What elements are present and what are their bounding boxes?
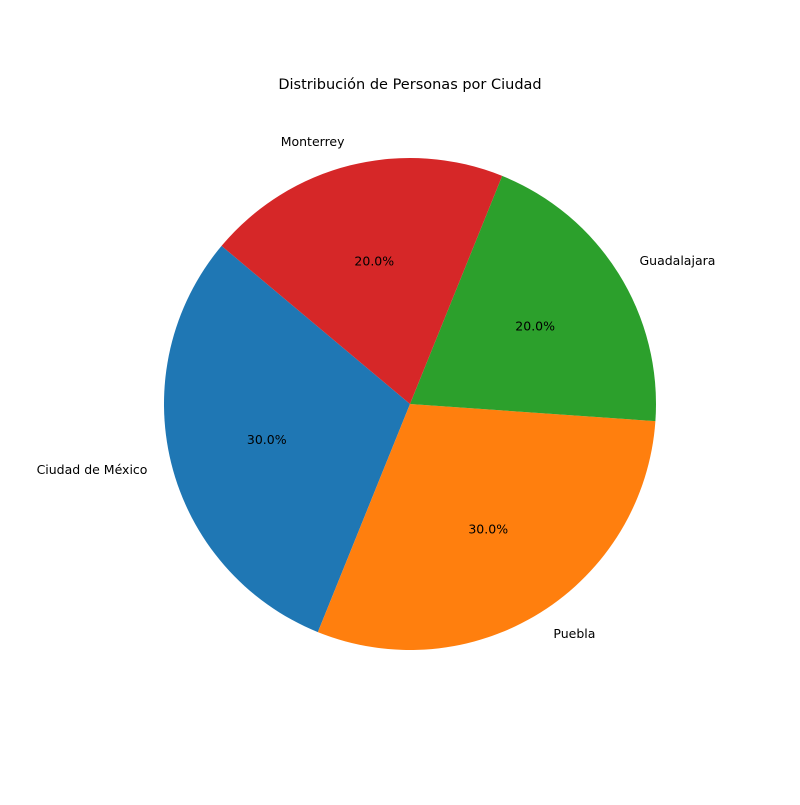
chart-title: Distribución de Personas por Ciudad [278, 77, 541, 93]
slice-percent-label: 30.0% [468, 522, 508, 537]
slice-category-label: Monterrey [281, 134, 345, 149]
pie-slice [410, 175, 656, 422]
slice-category-label: Puebla [553, 626, 595, 641]
pie-slice [317, 404, 656, 651]
slice-percent-label: 20.0% [354, 253, 394, 268]
slice-category-label: Guadalajara [639, 253, 715, 268]
slice-category-label: Ciudad de México [37, 462, 148, 477]
pie-slices [163, 157, 656, 651]
slice-percent-label: 20.0% [515, 318, 555, 333]
slice-percent-label: 30.0% [247, 432, 287, 447]
pie-slice [221, 157, 503, 404]
pie-labels: Ciudad de México 30.0% Puebla 30.0% Guadalaj… [37, 134, 716, 641]
pie-slice [163, 245, 410, 633]
